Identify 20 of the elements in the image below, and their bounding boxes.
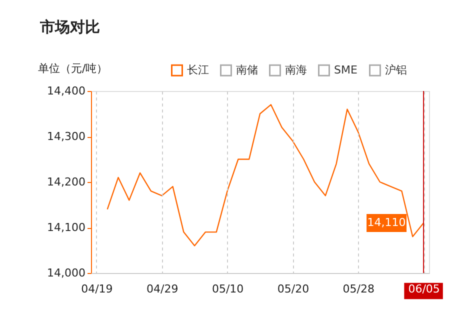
x-tick-label: 04/29 [146,282,178,296]
legend-label: 长江 [187,63,209,76]
x-tick-label: 04/19 [81,282,113,296]
legend-label: 南储 [236,63,258,76]
y-tick-label: 14,400 [47,84,86,98]
chart-title: 市场对比 [39,18,100,36]
x-tick-label: 05/28 [342,282,374,296]
x-tick-label: 06/05 [408,282,440,296]
y-tick-label: 14,000 [47,266,86,280]
legend-label: 南海 [285,63,307,76]
y-tick-label: 14,100 [47,221,86,234]
legend-label: SME [334,63,358,76]
x-tick-label: 05/20 [277,282,310,296]
y-axis-title: 单位（元/吨） [38,62,108,75]
legend-label: 沪铝 [385,63,407,76]
line-series [106,104,424,246]
annotation: 14,110 [367,216,406,229]
y-tick-label: 14,200 [47,176,86,188]
x-tick-label: 05/10 [212,282,244,296]
y-tick-label: 14,300 [47,130,86,143]
